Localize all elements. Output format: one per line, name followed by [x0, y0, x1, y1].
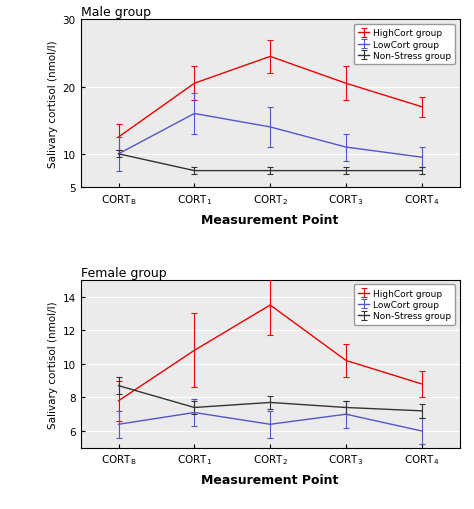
Text: Female group: Female group	[81, 266, 166, 279]
Y-axis label: Salivary cortisol (nmol/l): Salivary cortisol (nmol/l)	[48, 300, 58, 428]
Text: Male group: Male group	[81, 6, 151, 19]
Legend: HighCort group, LowCort group, Non-Stress group: HighCort group, LowCort group, Non-Stres…	[354, 285, 455, 325]
X-axis label: Measurement Point: Measurement Point	[201, 473, 339, 487]
X-axis label: Measurement Point: Measurement Point	[201, 214, 339, 227]
Y-axis label: Salivary cortisol (nmol/l): Salivary cortisol (nmol/l)	[48, 41, 58, 168]
Legend: HighCort group, LowCort group, Non-Stress group: HighCort group, LowCort group, Non-Stres…	[354, 25, 455, 65]
